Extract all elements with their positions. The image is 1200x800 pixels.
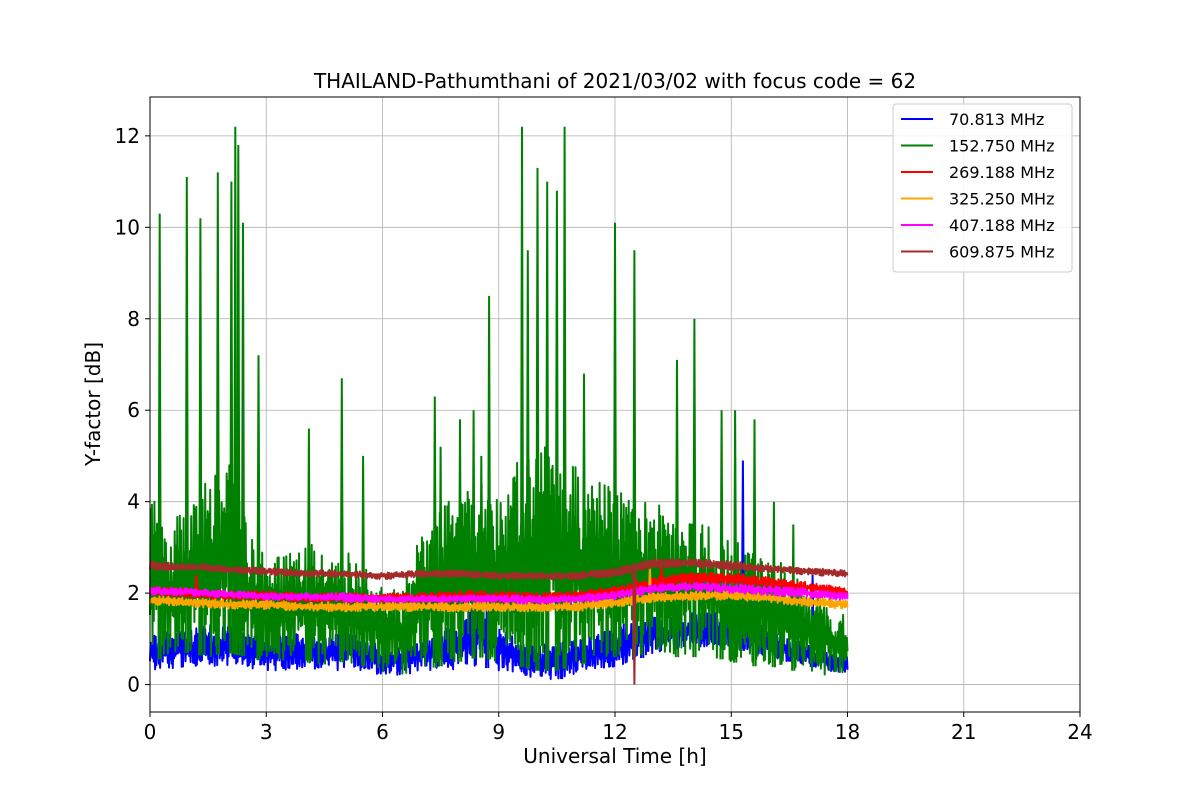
legend-item: 269.188 MHz bbox=[901, 163, 1054, 182]
x-tick-label: 3 bbox=[260, 720, 273, 744]
series-spike bbox=[438, 446, 443, 667]
legend-item: 70.813 MHz bbox=[901, 110, 1044, 129]
series-spike bbox=[339, 378, 344, 663]
plot-series bbox=[149, 126, 849, 685]
x-axis-label: Universal Time [h] bbox=[523, 744, 706, 768]
series-spike bbox=[519, 126, 525, 668]
series-spike bbox=[457, 419, 463, 662]
x-tick-label: 9 bbox=[492, 720, 505, 744]
series-spike bbox=[198, 218, 203, 656]
legend-label: 325.250 MHz bbox=[949, 190, 1054, 209]
x-tick-label: 18 bbox=[835, 720, 860, 744]
series-spike bbox=[733, 410, 738, 663]
series-spike bbox=[240, 222, 246, 657]
legend-box bbox=[892, 103, 1073, 273]
series-spike bbox=[479, 455, 484, 658]
series-spike bbox=[612, 222, 618, 658]
legend-item: 609.875 MHz bbox=[901, 243, 1054, 262]
series-spike bbox=[632, 250, 637, 658]
x-tick-label: 15 bbox=[719, 720, 744, 744]
series-spike bbox=[674, 359, 680, 658]
series-line bbox=[149, 581, 849, 605]
series-line bbox=[149, 558, 849, 581]
legend-label: 152.750 MHz bbox=[949, 137, 1054, 156]
series-spike bbox=[647, 565, 652, 603]
y-tick-label: 8 bbox=[127, 307, 140, 331]
x-tick-label: 0 bbox=[144, 720, 157, 744]
legend-item: 407.188 MHz bbox=[901, 216, 1054, 235]
series-spike bbox=[157, 213, 162, 660]
series-spike bbox=[256, 355, 261, 660]
legend-item: 152.750 MHz bbox=[901, 137, 1054, 156]
x-tick-label: 24 bbox=[1067, 720, 1092, 744]
series-spike bbox=[692, 318, 697, 658]
series-5 bbox=[149, 558, 849, 685]
series-spike bbox=[525, 250, 530, 669]
series-spike bbox=[184, 176, 189, 654]
series-spike bbox=[229, 181, 234, 654]
series-spike bbox=[361, 455, 366, 667]
y-axis-label: Y-factor [dB] bbox=[81, 342, 105, 467]
series-spike bbox=[545, 181, 550, 671]
series-spike bbox=[632, 572, 637, 685]
y-tick-label: 0 bbox=[127, 673, 140, 697]
legend-label: 70.813 MHz bbox=[949, 110, 1044, 129]
series-spike bbox=[535, 167, 540, 671]
series-spike bbox=[486, 295, 492, 660]
chart-title: THAILAND-Pathumthani of 2021/03/02 with … bbox=[313, 69, 916, 93]
series-spike bbox=[581, 373, 587, 665]
y-tick-label: 10 bbox=[115, 215, 140, 239]
series-spike bbox=[471, 410, 476, 659]
series-spike bbox=[554, 190, 559, 671]
y-tick-label: 4 bbox=[127, 490, 140, 514]
series-spike bbox=[233, 126, 238, 655]
legend-item: 325.250 MHz bbox=[901, 190, 1054, 209]
series-spike bbox=[562, 126, 567, 670]
y-tick-label: 6 bbox=[127, 398, 140, 422]
series-4 bbox=[149, 581, 849, 605]
y-tick-label: 2 bbox=[127, 581, 140, 605]
y-tick-label: 12 bbox=[115, 124, 140, 148]
x-tick-label: 12 bbox=[602, 720, 627, 744]
legend: 70.813 MHz 152.750 MHz 269.188 MHz 325.250 … bbox=[892, 103, 1073, 273]
legend-label: 407.188 MHz bbox=[949, 216, 1054, 235]
legend-label: 269.188 MHz bbox=[949, 163, 1054, 182]
legend-label: 609.875 MHz bbox=[949, 243, 1054, 262]
series-spike bbox=[771, 501, 776, 668]
series-spike bbox=[791, 524, 796, 671]
series-spike bbox=[306, 428, 311, 663]
series-spike bbox=[719, 410, 724, 660]
x-tick-label: 21 bbox=[951, 720, 976, 744]
series-line bbox=[149, 589, 849, 613]
series-spike bbox=[236, 144, 241, 656]
x-tick-label: 6 bbox=[376, 720, 389, 744]
series-spike bbox=[215, 172, 220, 655]
